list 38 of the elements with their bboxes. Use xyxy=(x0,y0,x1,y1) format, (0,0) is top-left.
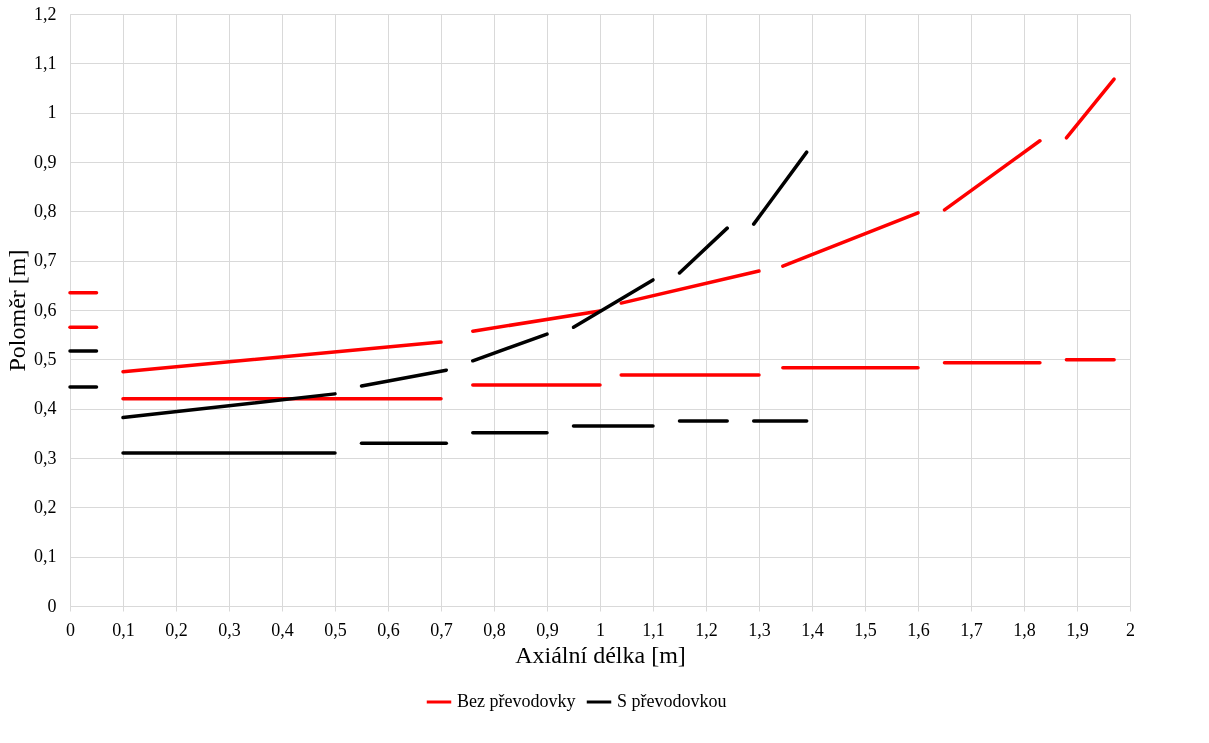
y-tick-label: 0,1 xyxy=(34,546,57,567)
y-tick-label: 0,3 xyxy=(34,447,57,468)
x-tick-label: 1,4 xyxy=(801,619,824,640)
y-tick-label: 0,5 xyxy=(34,348,57,369)
x-tick-label: 1 xyxy=(596,619,605,640)
x-tick-label: 1,9 xyxy=(1066,619,1089,640)
x-tick-label: 1,3 xyxy=(748,619,771,640)
x-tick-label: 0,2 xyxy=(165,619,188,640)
x-tick-label: 1,7 xyxy=(960,619,983,640)
y-tick-label: 1,1 xyxy=(34,52,57,73)
x-tick-label: 1,1 xyxy=(642,619,665,640)
x-tick-label: 1,2 xyxy=(695,619,718,640)
x-tick-label: 0 xyxy=(66,619,75,640)
x-tick-label: 0,5 xyxy=(324,619,347,640)
y-tick-label: 1 xyxy=(47,102,57,123)
y-tick-label: 0,4 xyxy=(34,398,57,419)
y-tick-label: 0 xyxy=(47,595,57,616)
x-tick-label: 0,4 xyxy=(271,619,294,640)
x-tick-label: 0,1 xyxy=(112,619,135,640)
x-tick-label: 1,6 xyxy=(907,619,930,640)
x-tick-label: 0,6 xyxy=(377,619,400,640)
x-tick-label: 0,9 xyxy=(536,619,559,640)
x-axis-title: Axiální délka [m] xyxy=(515,641,686,668)
y-tick-label: 0,9 xyxy=(34,151,57,172)
x-tick-label: 2 xyxy=(1126,619,1135,640)
y-axis-title: Poloměr [m] xyxy=(4,249,30,372)
y-tick-label: 1,2 xyxy=(34,3,57,24)
legend-label: Bez převodovky xyxy=(457,691,576,711)
y-tick-label: 0,7 xyxy=(34,250,57,271)
x-tick-label: 0,7 xyxy=(430,619,453,640)
x-tick-label: 1,8 xyxy=(1013,619,1036,640)
x-tick-label: 0,3 xyxy=(218,619,241,640)
y-tick-label: 0,6 xyxy=(34,299,57,320)
legend-label: S převodovkou xyxy=(617,691,727,711)
y-tick-label: 0,2 xyxy=(34,496,57,517)
x-tick-label: 0,8 xyxy=(483,619,506,640)
y-tick-label: 0,8 xyxy=(34,200,57,221)
x-tick-label: 1,5 xyxy=(854,619,877,640)
